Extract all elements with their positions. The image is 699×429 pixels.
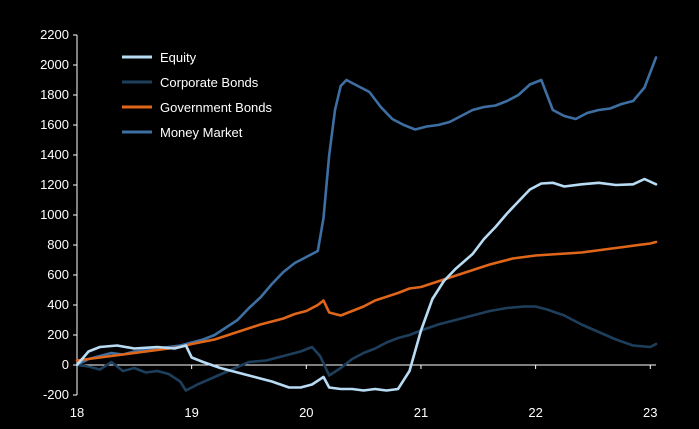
y-tick-label: 2000 [40, 57, 69, 72]
y-tick-label: 1800 [40, 87, 69, 102]
legend-label: Government Bonds [160, 100, 273, 115]
series-line-money-market [75, 56, 658, 367]
x-tick-label: 22 [528, 405, 542, 420]
y-tick-label: 600 [47, 267, 69, 282]
legend-label: Money Market [160, 125, 243, 140]
x-tick-label: 19 [184, 405, 198, 420]
series-line-equity [75, 177, 658, 392]
y-tick-label: 2200 [40, 27, 69, 42]
y-tick-label: 1000 [40, 207, 69, 222]
x-tick-label: 23 [643, 405, 657, 420]
y-tick-label: 1400 [40, 147, 69, 162]
y-tick-label: 1200 [40, 177, 69, 192]
y-tick-label: 200 [47, 327, 69, 342]
y-tick-label: 800 [47, 237, 69, 252]
series-line-government-bonds [75, 240, 658, 362]
y-tick-label: 1600 [40, 117, 69, 132]
x-tick-label: 20 [299, 405, 313, 420]
y-tick-label: 400 [47, 297, 69, 312]
x-tick-label: 18 [70, 405, 84, 420]
y-tick-label: -200 [43, 387, 69, 402]
x-tick-label: 21 [414, 405, 428, 420]
legend-label: Corporate Bonds [160, 75, 259, 90]
y-tick-label: 0 [62, 357, 69, 372]
series-line-corporate-bonds [75, 305, 658, 392]
legend-label: Equity [160, 50, 197, 65]
